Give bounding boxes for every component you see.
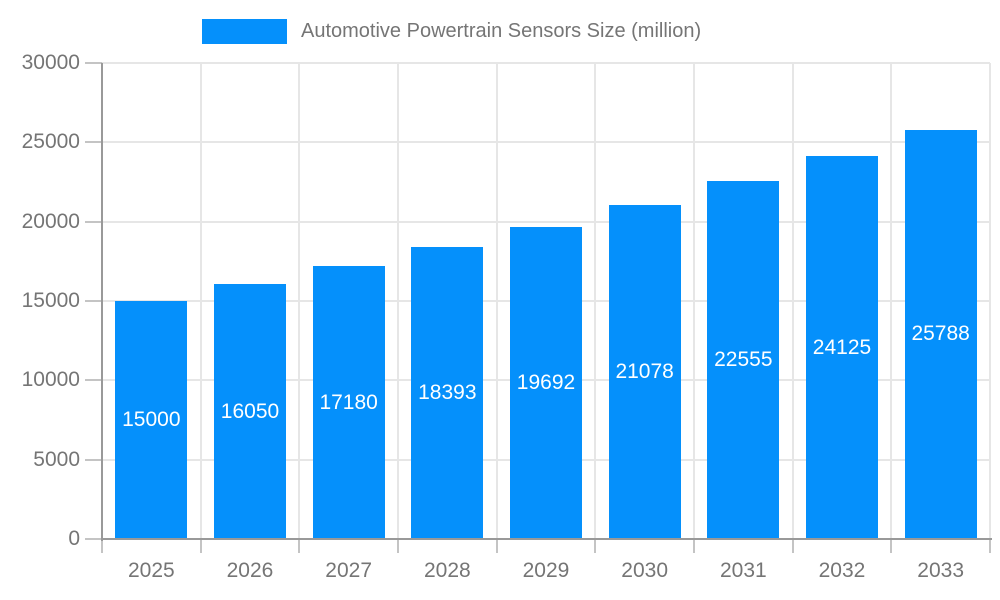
x-tick-label: 2032 — [818, 559, 866, 582]
x-tick-label: 2033 — [917, 559, 965, 582]
bar-value-label: 25788 — [911, 322, 970, 346]
y-tick-label: 10000 — [21, 368, 80, 392]
bar[interactable]: 16050 — [214, 284, 286, 538]
y-tick-label: 30000 — [21, 51, 80, 74]
x-axis-line — [101, 538, 992, 540]
bar[interactable]: 18393 — [411, 247, 484, 538]
x-tick-mark — [101, 540, 103, 553]
h-gridline — [102, 141, 990, 144]
x-tick-label: 2027 — [325, 559, 373, 582]
v-gridline — [199, 63, 202, 539]
y-tick-label: 20000 — [21, 209, 80, 233]
y-axis-line — [101, 63, 103, 541]
x-tick-label: 2025 — [127, 559, 175, 582]
bar[interactable]: 21078 — [608, 204, 681, 538]
x-tick-label: 2026 — [226, 559, 274, 582]
v-gridline — [989, 63, 991, 539]
x-tick-label: 2029 — [522, 559, 570, 582]
legend-label: Automotive Powertrain Sensors Size (mill… — [301, 20, 702, 42]
y-tick-label: 5000 — [33, 447, 80, 471]
v-gridline — [890, 63, 893, 539]
bar-value-label: 15000 — [122, 408, 181, 431]
y-tick-mark — [85, 300, 102, 302]
bar[interactable]: 15000 — [115, 301, 188, 538]
y-tick-label: 15000 — [21, 289, 80, 312]
y-tick-mark — [85, 62, 102, 64]
v-gridline — [791, 63, 794, 539]
v-gridline — [397, 63, 399, 539]
x-tick-label: 2028 — [423, 559, 471, 582]
v-gridline — [594, 63, 597, 539]
y-tick-label: 0 — [68, 527, 80, 550]
legend-swatch-icon — [202, 19, 287, 44]
x-tick-mark — [890, 540, 893, 553]
v-gridline — [693, 63, 695, 539]
legend-item[interactable]: Automotive Powertrain Sensors Size (mill… — [202, 19, 701, 44]
x-tick-mark — [397, 540, 399, 553]
bar[interactable]: 17180 — [312, 266, 385, 538]
y-tick-mark — [85, 379, 102, 382]
bar-value-label: 24125 — [812, 335, 872, 359]
bar[interactable]: 19692 — [510, 226, 582, 538]
y-tick-mark — [85, 538, 102, 540]
y-tick-mark — [85, 220, 102, 223]
bar-value-label: 22555 — [714, 348, 773, 372]
bar-value-label: 21078 — [615, 359, 674, 383]
bar-value-label: 17180 — [319, 390, 378, 414]
x-tick-label: 2031 — [719, 559, 767, 582]
v-gridline — [298, 63, 301, 539]
bar[interactable]: 25788 — [904, 129, 977, 538]
x-tick-mark — [594, 540, 597, 553]
x-tick-mark — [693, 540, 695, 553]
bar-value-label: 16050 — [220, 399, 280, 423]
bar[interactable]: 22555 — [707, 181, 780, 538]
bar[interactable]: 24125 — [806, 156, 878, 538]
bar-value-label: 18393 — [418, 381, 477, 405]
x-tick-mark — [495, 540, 498, 553]
x-tick-mark — [989, 540, 991, 553]
x-tick-mark — [199, 540, 202, 553]
x-tick-mark — [298, 540, 301, 553]
y-tick-mark — [85, 141, 102, 144]
x-tick-label: 2030 — [621, 559, 669, 582]
x-tick-mark — [791, 540, 794, 553]
h-gridline — [102, 62, 990, 64]
y-tick-label: 25000 — [21, 130, 80, 154]
v-gridline — [495, 63, 498, 539]
y-tick-mark — [85, 458, 102, 461]
bar-value-label: 19692 — [516, 370, 576, 394]
